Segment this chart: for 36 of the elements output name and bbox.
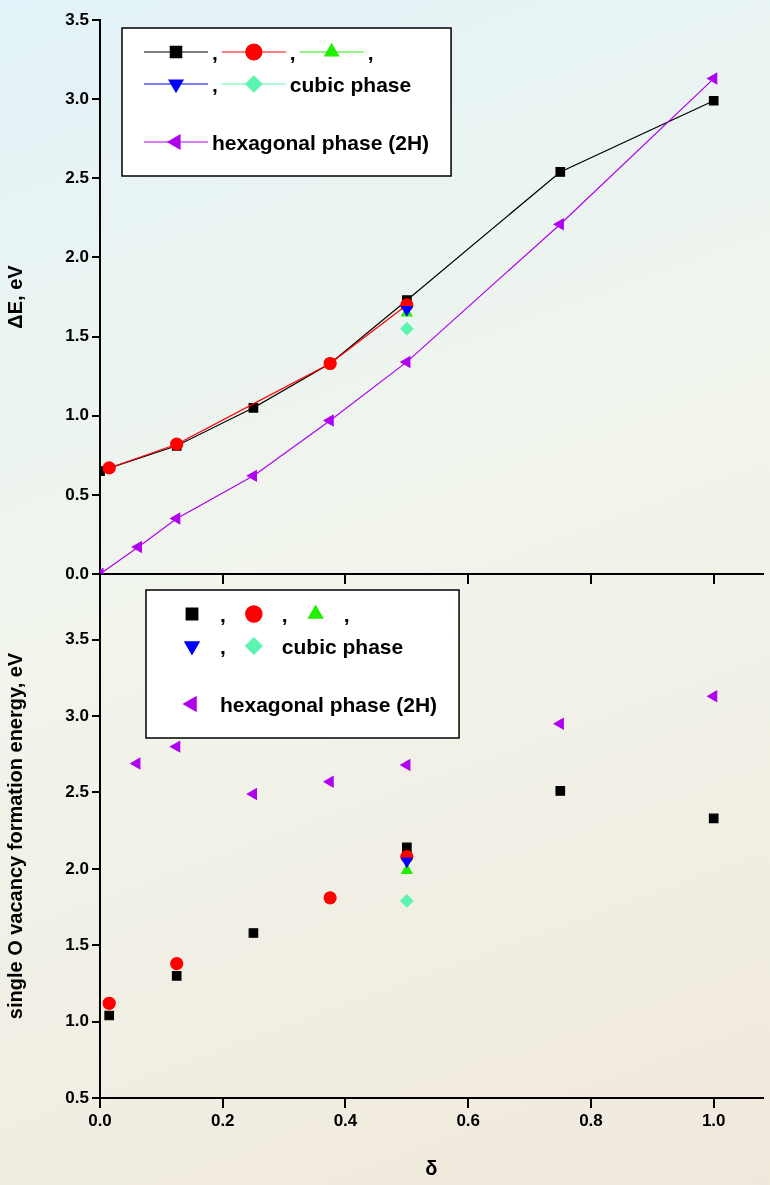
legend-label: hexagonal phase (2H): [220, 692, 438, 716]
legend-label: hexagonal phase (2H): [212, 130, 430, 154]
y-tick-label: 0.5: [65, 1087, 89, 1107]
y-tick-label: 2.0: [65, 247, 89, 267]
legend-label: ,: [212, 40, 218, 64]
legend-label: ,: [289, 40, 296, 64]
y-axis-title: single O vacancy formation energy, eV: [3, 652, 26, 1020]
y-tick-label: 3.0: [65, 705, 89, 725]
y-tick-label: 1.5: [65, 326, 89, 346]
y-tick-label: 3.0: [65, 88, 89, 108]
x-tick-label: 0.6: [456, 1110, 481, 1130]
y-tick-label: 1.0: [65, 1011, 89, 1031]
x-tick-label: 0.4: [333, 1110, 358, 1130]
y-tick-label: 3.5: [65, 629, 89, 649]
x-axis-title: δ: [425, 1156, 438, 1179]
legend-label: cubic phase: [289, 72, 412, 96]
legend-label: ,: [220, 602, 226, 626]
x-tick-label: 0.0: [88, 1110, 112, 1130]
y-axis-title: ΔE, eV: [3, 264, 26, 329]
y-tick-label: 0.0: [65, 563, 89, 583]
legend-label: ,: [281, 602, 288, 626]
legend-label: ,: [367, 40, 374, 64]
legend-label: ,: [212, 72, 218, 96]
y-tick-label: 2.0: [65, 858, 89, 878]
y-tick-label: 1.5: [65, 934, 89, 954]
y-tick-label: 2.5: [65, 167, 89, 187]
x-tick-label: 0.8: [579, 1110, 603, 1130]
y-tick-label: 3.5: [65, 9, 89, 29]
x-tick-label: 0.2: [210, 1110, 235, 1130]
x-tick-label: 1.0: [701, 1110, 726, 1130]
legend-label: ,: [220, 634, 226, 658]
legend-label: cubic phase: [281, 634, 404, 658]
legend-label: ,: [343, 602, 350, 626]
y-tick-label: 2.5: [65, 782, 89, 802]
y-tick-label: 1.0: [65, 405, 89, 425]
y-tick-label: 0.5: [65, 484, 89, 504]
